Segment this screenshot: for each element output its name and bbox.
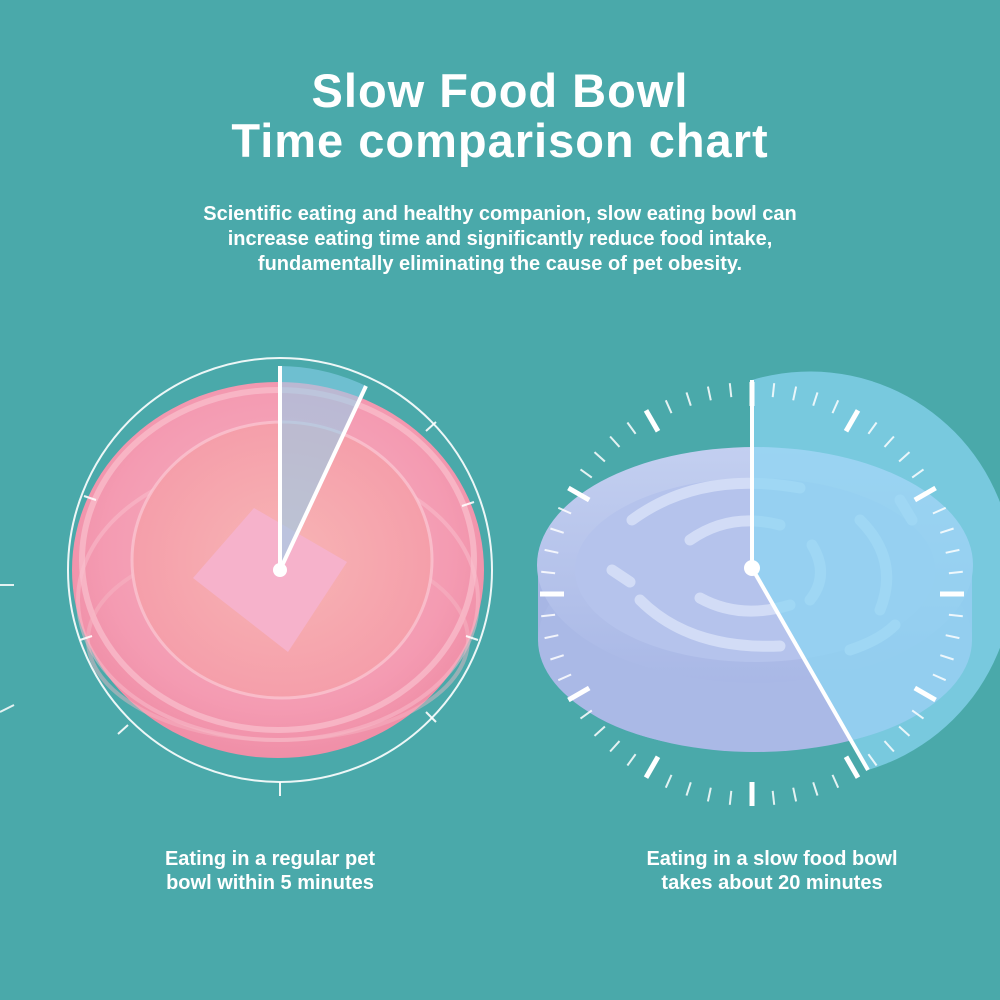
- slow-caption-line-1: Eating in a slow food bowl: [646, 848, 898, 870]
- dial-minor-tick: [593, 451, 606, 463]
- dial-minor-tick: [948, 570, 963, 575]
- description: Scientific eating and healthy companion,…: [100, 202, 900, 277]
- dial-minor-tick: [812, 392, 819, 407]
- title-line-2: Time comparison chart: [231, 114, 769, 167]
- description-line-3: fundamentally eliminating the cause of p…: [257, 253, 743, 275]
- slow-dial-center: [744, 560, 760, 576]
- dial-major-tick: [913, 685, 937, 703]
- description-line-1: Scientific eating and healthy companion,…: [203, 203, 797, 225]
- regular-caption-line-1: Eating in a regular pet: [164, 848, 376, 870]
- dial-minor-tick: [544, 548, 559, 554]
- dial-minor-tick: [706, 787, 712, 802]
- dial-minor-tick: [867, 753, 878, 767]
- dial-minor-tick: [579, 709, 593, 720]
- dial-major-tick: [643, 755, 661, 779]
- dial-minor-tick: [685, 781, 692, 796]
- dial-minor-tick: [626, 753, 637, 767]
- description-line-2: increase eating time and significantly r…: [227, 228, 773, 250]
- dial-minor-tick: [593, 725, 606, 737]
- dial-minor-tick: [831, 774, 840, 789]
- regular-time-sector: [280, 366, 366, 570]
- dial-center: [273, 563, 287, 577]
- page-title: Slow Food Bowl Time comparison chart: [0, 66, 1000, 166]
- dial-minor-tick: [550, 527, 565, 534]
- dial-minor-tick: [728, 383, 733, 398]
- dial-major-tick: [843, 409, 861, 433]
- dial-minor-tick: [664, 774, 673, 789]
- slow-time-sector: [752, 371, 1000, 770]
- dial-minor-tick: [626, 421, 637, 435]
- dial-minor-tick: [945, 634, 960, 640]
- dial-minor-tick: [932, 673, 947, 682]
- dial-minor-tick: [771, 790, 776, 805]
- dial-minor-tick: [911, 709, 925, 720]
- partial-dial-left: [0, 584, 15, 713]
- dial-minor-tick: [945, 548, 960, 554]
- slow-caption-line-2: takes about 20 minutes: [661, 872, 883, 894]
- title-line-1: Slow Food Bowl: [311, 64, 689, 117]
- regular-caption-line-2: bowl within 5 minutes: [166, 872, 374, 894]
- slow-dial: [540, 371, 1000, 806]
- dial-minor-tick: [728, 790, 733, 805]
- dial-minor-tick: [609, 435, 621, 448]
- food-square: [193, 508, 347, 652]
- dial-minor-tick: [883, 435, 895, 448]
- dial-minor-tick: [609, 740, 621, 753]
- dial-minor-tick: [883, 740, 895, 753]
- regular-dial: [67, 357, 493, 796]
- dial-minor-tick: [812, 781, 819, 796]
- dial-minor-tick: [948, 613, 963, 618]
- dial-minor-tick: [664, 399, 673, 414]
- dial-minor-tick: [579, 468, 593, 479]
- dial-major-tick: [843, 755, 861, 779]
- dial-major-tick: [567, 485, 591, 503]
- dial-minor-tick: [939, 654, 954, 661]
- dial-minor-tick: [932, 506, 947, 515]
- dial-major-tick: [913, 485, 937, 503]
- dial-minor-tick: [792, 386, 798, 401]
- dial-minor-tick: [898, 451, 911, 463]
- dial-major-tick: [567, 685, 591, 703]
- dial-minor-tick: [685, 392, 692, 407]
- dial-minor-tick: [771, 383, 776, 398]
- dial-minor-tick: [557, 673, 572, 682]
- dial-minor-tick: [911, 468, 925, 479]
- dial-minor-tick: [939, 527, 954, 534]
- dial-minor-tick: [544, 634, 559, 640]
- dial-minor-tick: [550, 654, 565, 661]
- dial-minor-tick: [541, 570, 556, 575]
- dial-minor-tick: [557, 506, 572, 515]
- dial-minor-tick: [792, 787, 798, 802]
- dial-minor-tick: [867, 421, 878, 435]
- slow-bowl-caption: Eating in a slow food bowl takes about 2…: [592, 847, 952, 895]
- dial-minor-tick: [706, 386, 712, 401]
- dial-minor-tick: [831, 399, 840, 414]
- dial-minor-tick: [898, 725, 911, 737]
- dial-minor-tick: [541, 613, 556, 618]
- dial-major-tick: [643, 409, 661, 433]
- regular-bowl-caption: Eating in a regular pet bowl within 5 mi…: [90, 847, 450, 895]
